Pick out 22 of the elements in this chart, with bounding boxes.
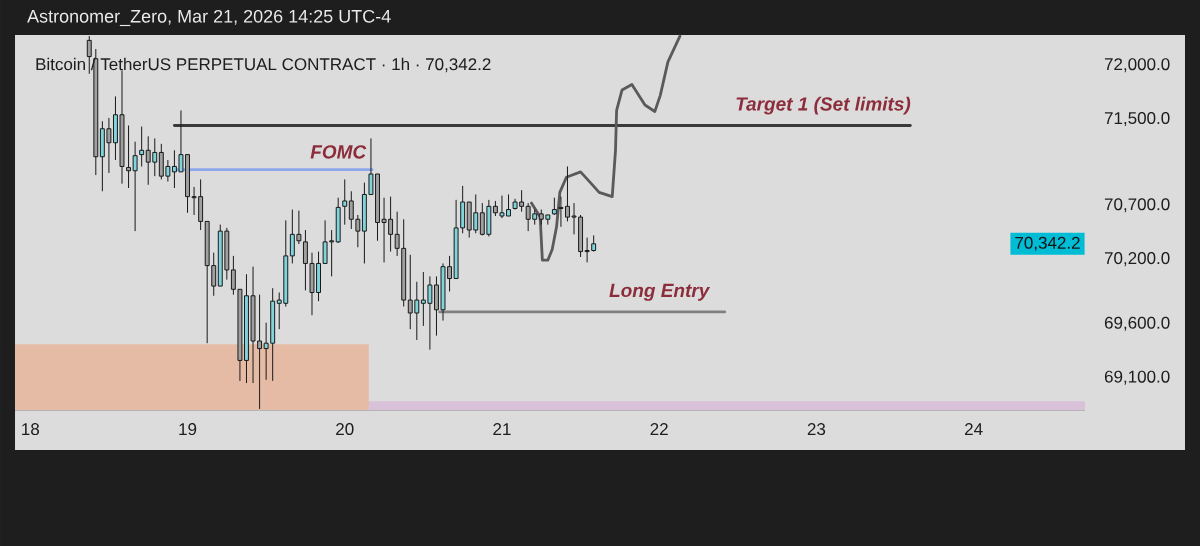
y-tick-label: 72,000.0: [1104, 58, 1170, 73]
y-tick-label: 70,700.0: [1104, 198, 1170, 213]
candlestick: [139, 126, 145, 167]
x-tick-label: 24: [965, 423, 983, 435]
x-tick-label: 20: [336, 423, 354, 436]
x-tick-label: 22: [650, 423, 668, 435]
annotation: FOMC: [310, 145, 367, 159]
candlestick: [86, 35, 92, 75]
x-tick-label: 19: [179, 423, 197, 436]
x-tick-label: 23: [807, 423, 826, 436]
y-tick-label: 71,500.0: [1104, 112, 1170, 127]
y-tick-label: 70,200.0: [1104, 252, 1170, 267]
candlestick: [342, 178, 348, 226]
annotation: Target 1 (Set limits): [736, 96, 911, 115]
y-tick-label: 69,600.0: [1104, 316, 1170, 331]
y-tick-label: 69,100.0: [1104, 370, 1170, 385]
text: Bitcoin / TetherUS PERPETUAL CONTRACT · 1h · 70,342.2: [36, 57, 491, 73]
text: Astronomer_Zero, Mar 21, 2026 14:25 UTC-4: [27, 9, 391, 27]
x-tick-label: 18: [22, 423, 40, 436]
x-tick-label: 21: [493, 423, 511, 435]
annotation: 70,342.2: [1015, 236, 1080, 251]
annotation: Long Entry: [609, 283, 711, 301]
